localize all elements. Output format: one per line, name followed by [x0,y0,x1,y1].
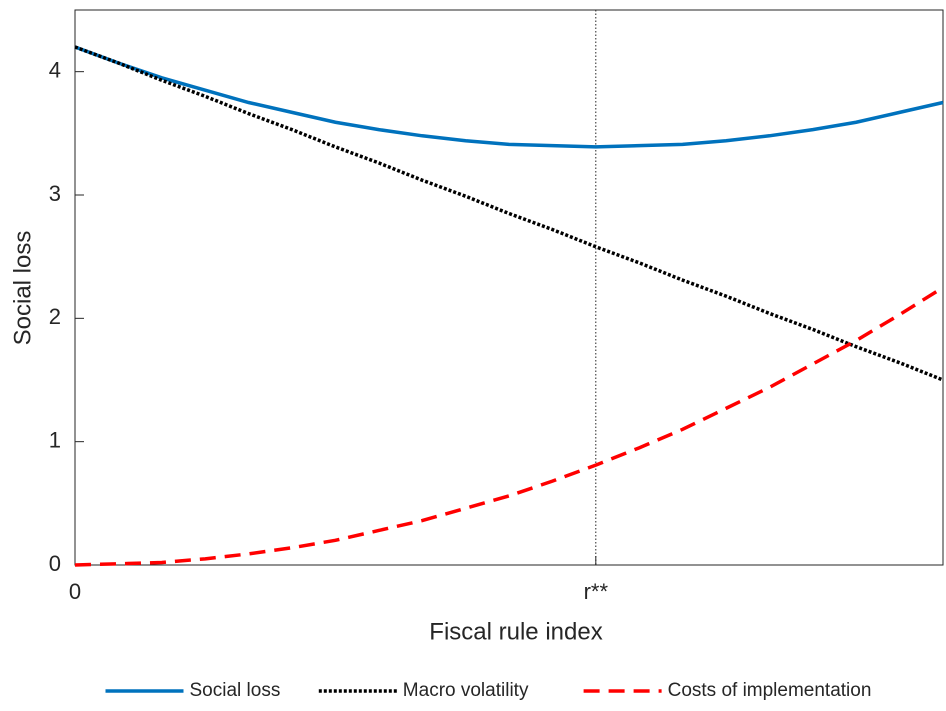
legend-label: Social loss [190,680,281,701]
legend-label: Macro volatility [403,680,529,701]
y-tick-label: 3 [49,181,61,206]
y-tick-label: 4 [49,57,61,82]
data-line [74,45,944,382]
y-tick-label: 2 [49,304,61,329]
y-axis-title: Social loss [9,231,36,346]
x-tick-label: r** [584,579,609,604]
y-tick-label: 1 [49,427,61,452]
x-tick-label: 0 [69,579,81,604]
data-line [74,45,944,149]
data-line [74,286,944,567]
legend-label: Costs of implementation [668,680,872,701]
x-axis-title: Fiscal rule index [429,618,602,645]
plot-frame [74,9,944,566]
y-tick-label: 0 [49,551,61,576]
